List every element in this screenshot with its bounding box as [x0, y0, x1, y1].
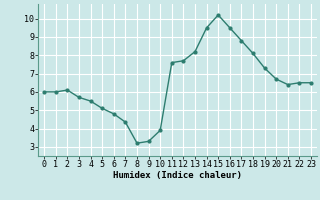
X-axis label: Humidex (Indice chaleur): Humidex (Indice chaleur)	[113, 171, 242, 180]
